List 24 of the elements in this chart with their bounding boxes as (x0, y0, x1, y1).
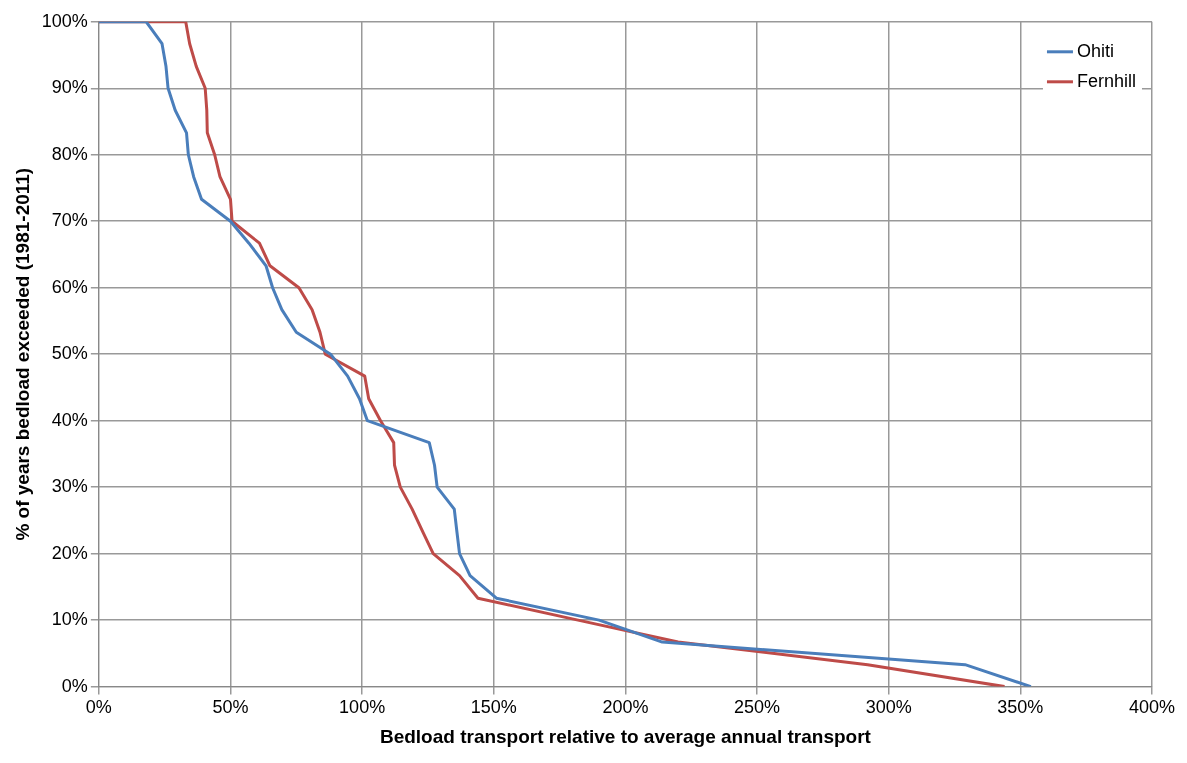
y-tick-label: 10% (51, 609, 88, 630)
y-tick-label: 50% (51, 343, 88, 364)
x-tick-label: 350% (997, 697, 1044, 718)
x-tick-label: 150% (470, 697, 517, 718)
y-tick-label: 20% (51, 542, 88, 563)
x-tick-label: 300% (865, 697, 912, 718)
y-tick-label: 80% (51, 143, 88, 164)
x-tick-label: 0% (85, 697, 112, 718)
legend-label: Fernhill (1076, 70, 1136, 91)
x-tick-label: 200% (602, 697, 649, 718)
y-tick-label: 40% (51, 409, 88, 430)
x-tick-label: 400% (1128, 697, 1175, 718)
y-tick-label: 0% (61, 675, 88, 696)
x-tick-label: 100% (339, 697, 386, 718)
y-tick-label: 70% (51, 210, 88, 231)
y-tick-label: 60% (51, 276, 88, 297)
x-axis-title: Bedload transport relative to average annual transport (379, 725, 872, 747)
y-tick-label: 90% (51, 77, 88, 98)
y-tick-label: 100% (41, 10, 88, 31)
y-axis-title: % of years bedload exceeded (1981-2011) (11, 167, 33, 541)
legend-label: Ohiti (1076, 40, 1114, 61)
y-tick-label: 30% (51, 476, 88, 497)
x-tick-label: 50% (212, 697, 249, 718)
x-tick-label: 250% (734, 697, 781, 718)
